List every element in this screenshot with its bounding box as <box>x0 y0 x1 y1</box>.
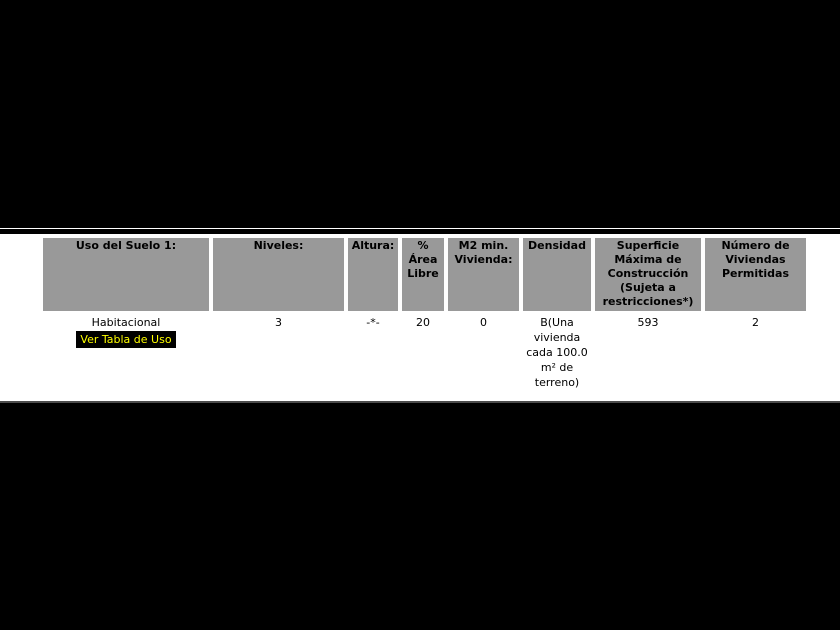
cell-viviendas-permitidas: 2 <box>752 316 759 329</box>
column-header-area-libre: % Área Libre <box>402 238 444 311</box>
column-header-uso-del-suelo: Uso del Suelo 1: <box>43 238 209 311</box>
cell-densidad: B(Una vivienda cada 100.0 m² de terreno) <box>526 316 588 389</box>
column-header-densidad: Densidad <box>523 238 591 311</box>
divider-gray-line <box>0 401 840 403</box>
divider-white-line <box>0 228 840 229</box>
table-row: Habitacional Ver Tabla de Uso 3 -*- 20 0… <box>43 315 806 390</box>
cell-superficie-maxima: 593 <box>637 316 659 329</box>
column-header-altura: Altura: <box>348 238 398 311</box>
bottom-letterbox <box>0 403 840 630</box>
cell-altura: -*- <box>366 316 380 329</box>
divider-black-line <box>0 229 840 231</box>
column-header-viviendas-permitidas: Número de Viviendas Permitidas <box>705 238 806 311</box>
cell-m2-min-vivienda: 0 <box>480 316 487 329</box>
cell-niveles: 3 <box>275 316 282 329</box>
zoning-table: Uso del Suelo 1: Niveles: Altura: % Área… <box>39 234 810 394</box>
column-header-niveles: Niveles: <box>213 238 344 311</box>
page-content: Uso del Suelo 1: Niveles: Altura: % Área… <box>0 234 840 401</box>
header-row: Uso del Suelo 1: Niveles: Altura: % Área… <box>43 238 806 311</box>
uso-del-suelo-value: Habitacional <box>91 316 161 329</box>
top-letterbox <box>0 0 840 228</box>
column-header-superficie-maxima: Superficie Máxima de Construcción (Sujet… <box>595 238 701 311</box>
cell-uso-del-suelo: Habitacional Ver Tabla de Uso <box>43 315 209 390</box>
column-header-m2-min-vivienda: M2 min. Vivienda: <box>448 238 519 311</box>
ver-tabla-de-uso-link[interactable]: Ver Tabla de Uso <box>76 331 176 348</box>
cell-area-libre: 20 <box>416 316 430 329</box>
